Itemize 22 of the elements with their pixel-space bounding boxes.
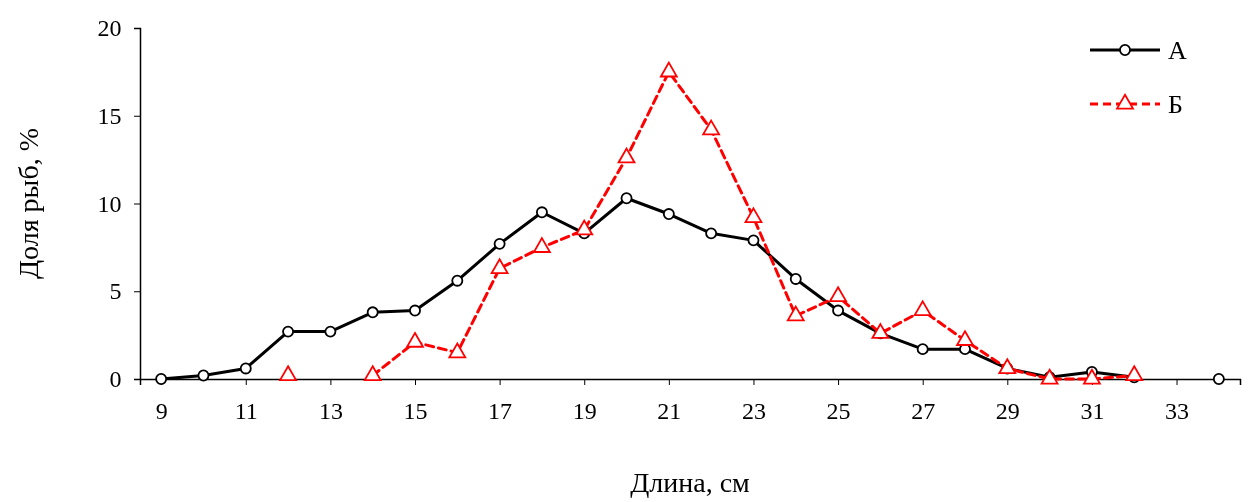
x-tick-label: 27 bbox=[911, 398, 936, 425]
x-axis-title: Длина, см bbox=[630, 467, 751, 498]
x-tick-label: 15 bbox=[403, 398, 428, 425]
x-tick-label: 29 bbox=[995, 398, 1020, 425]
x-tick-label: 31 bbox=[1080, 398, 1105, 425]
x-tick-label: 19 bbox=[572, 398, 597, 425]
x-tick-label: 25 bbox=[826, 398, 851, 425]
legend-label: Б bbox=[1168, 90, 1183, 119]
y-tick-label: 10 bbox=[97, 190, 122, 217]
x-tick-label: 9 bbox=[155, 398, 168, 425]
x-tick-label: 33 bbox=[1165, 398, 1190, 425]
x-tick-label: 21 bbox=[657, 398, 682, 425]
x-tick-label: 23 bbox=[741, 398, 766, 425]
x-tick-label: 13 bbox=[318, 398, 343, 425]
y-tick-label: 0 bbox=[109, 366, 122, 393]
x-tick-label: 11 bbox=[234, 398, 258, 425]
y-tick-label: 15 bbox=[97, 102, 122, 129]
y-tick-label: 5 bbox=[109, 278, 122, 305]
x-tick-label: 17 bbox=[488, 398, 513, 425]
y-axis-title: Доля рыб, % bbox=[13, 128, 44, 279]
y-tick-label: 20 bbox=[97, 15, 122, 42]
legend-label: А bbox=[1168, 36, 1187, 65]
